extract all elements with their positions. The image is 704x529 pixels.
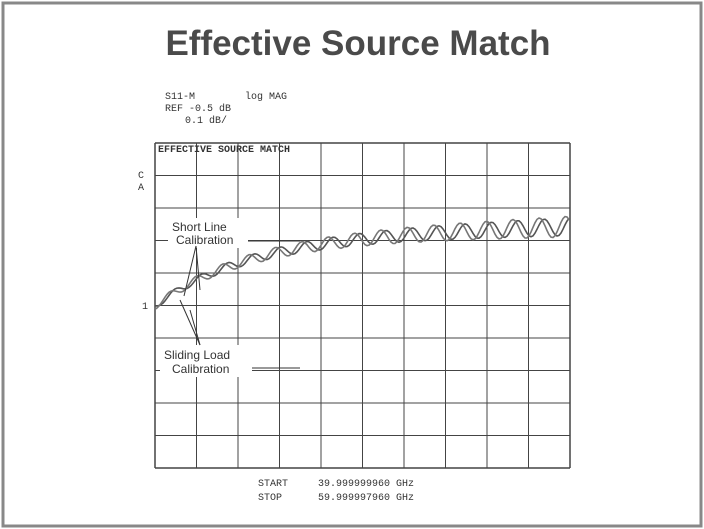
leader — [183, 245, 197, 297]
label-bg — [160, 345, 252, 377]
start-label: START — [258, 479, 288, 490]
start: 39.999999960 GHz — [318, 479, 414, 490]
title: Effective Source Match — [165, 24, 550, 63]
param: S11-M — [165, 92, 195, 103]
scale: 0.1 dB/ — [185, 115, 227, 127]
annotation: Calibration — [176, 233, 233, 247]
annotation: Short Line — [172, 220, 227, 234]
plot-label: EFFECTIVE SOURCE MATCH — [158, 145, 290, 156]
annotation: Calibration — [172, 362, 229, 376]
channel: A — [138, 183, 144, 194]
leader — [189, 309, 201, 346]
grid — [154, 142, 571, 469]
ref: REF -0.5 dB — [165, 103, 231, 115]
marker: 1 — [142, 302, 148, 313]
leader — [195, 245, 201, 291]
leader — [179, 299, 201, 346]
traces — [154, 215, 570, 310]
format: log MAG — [245, 91, 287, 103]
label-bg — [168, 218, 248, 248]
stop-label: STOP — [258, 493, 282, 504]
trace — [154, 215, 570, 310]
annotation: Sliding Load — [164, 348, 230, 362]
stop: 59.999997960 GHz — [318, 493, 414, 504]
channel: C — [138, 171, 144, 182]
trace — [154, 218, 570, 307]
